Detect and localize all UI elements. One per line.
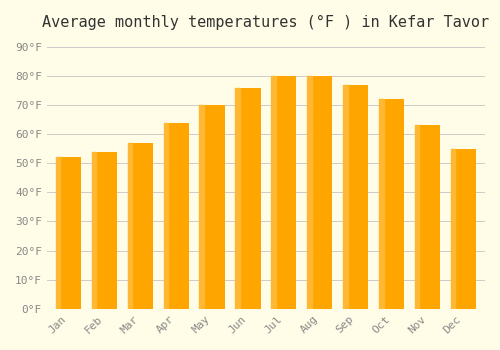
- Bar: [164, 122, 188, 309]
- Bar: [56, 158, 81, 309]
- Bar: [451, 149, 456, 309]
- Bar: [379, 99, 384, 309]
- Bar: [415, 125, 440, 309]
- Bar: [56, 158, 60, 309]
- Bar: [200, 105, 204, 309]
- Bar: [236, 88, 240, 309]
- Bar: [128, 143, 132, 309]
- Title: Average monthly temperatures (°F ) in Kefar Tavor: Average monthly temperatures (°F ) in Ke…: [42, 15, 490, 30]
- Bar: [307, 76, 332, 309]
- Bar: [236, 88, 260, 309]
- Bar: [92, 152, 117, 309]
- Bar: [92, 152, 96, 309]
- Bar: [307, 76, 312, 309]
- Bar: [379, 99, 404, 309]
- Bar: [343, 85, 347, 309]
- Bar: [451, 149, 476, 309]
- Bar: [272, 76, 276, 309]
- Bar: [272, 76, 296, 309]
- Bar: [343, 85, 368, 309]
- Bar: [200, 105, 224, 309]
- Bar: [415, 125, 420, 309]
- Bar: [128, 143, 153, 309]
- Bar: [164, 122, 168, 309]
